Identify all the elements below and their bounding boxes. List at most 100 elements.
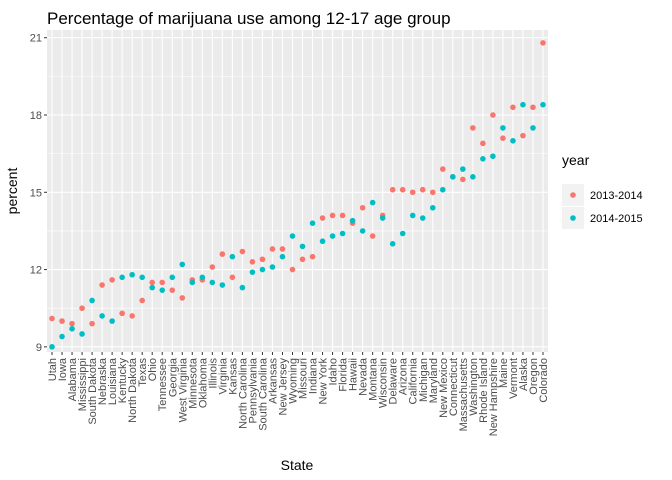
point-2014-2015-arkansas bbox=[269, 264, 276, 270]
x-tick-label-west-virginia: West Virginia bbox=[177, 357, 189, 422]
point-2013-2014-pennsylvania bbox=[249, 259, 256, 265]
x-tick-label-minnesota: Minnesota bbox=[187, 357, 199, 409]
y-tick-label: 21 bbox=[30, 33, 42, 45]
point-2013-2014-maryland bbox=[429, 189, 436, 196]
point-2014-2015-kentucky bbox=[119, 274, 125, 281]
point-2014-2015-louisiana bbox=[109, 318, 115, 324]
point-2013-2014-new-hampshire bbox=[490, 112, 496, 118]
point-2014-2015-mississippi bbox=[79, 331, 85, 337]
x-tick-label-california: California bbox=[408, 357, 420, 404]
x-tick-label-mississippi: Mississippi bbox=[77, 358, 89, 411]
x-tick-label-maryland: Maryland bbox=[428, 358, 440, 403]
x-axis-label: State bbox=[281, 457, 314, 473]
x-tick-label-tennessee: Tennessee bbox=[157, 358, 169, 411]
point-2013-2014-delaware bbox=[389, 186, 396, 193]
point-2013-2014-montana bbox=[369, 233, 376, 239]
x-tick-label-oregon: Oregon bbox=[528, 358, 540, 395]
grid-lines bbox=[47, 30, 548, 352]
x-tick-label-north-dakota: North Dakota bbox=[127, 357, 139, 423]
point-2013-2014-virginia bbox=[219, 251, 226, 257]
point-2014-2015-kansas bbox=[229, 253, 236, 260]
point-2014-2015-ohio bbox=[149, 284, 156, 291]
x-tick-label-alabama: Alabama bbox=[67, 357, 79, 401]
point-2014-2015-wisconsin bbox=[379, 215, 386, 221]
y-tick-label: 12 bbox=[30, 265, 42, 277]
point-2013-2014-new-york bbox=[319, 215, 326, 221]
point-2014-2015-georgia bbox=[169, 274, 176, 281]
point-2014-2015-indiana bbox=[309, 220, 316, 226]
point-2013-2014-missouri bbox=[299, 256, 306, 263]
data-points bbox=[49, 40, 546, 350]
point-2014-2015-minnesota bbox=[189, 279, 196, 286]
point-2013-2014-new-jersey bbox=[279, 246, 286, 252]
y-axis: 9 12 15 18 21 bbox=[30, 33, 47, 354]
point-2014-2015-new-hampshire bbox=[490, 153, 496, 160]
plot-panel bbox=[47, 30, 548, 352]
point-2013-2014-new-mexico bbox=[439, 166, 446, 172]
point-2014-2015-west-virginia bbox=[179, 261, 186, 268]
x-tick-label-virginia: Virginia bbox=[217, 357, 229, 394]
point-2014-2015-connecticut bbox=[450, 174, 456, 180]
point-2014-2015-alabama bbox=[69, 326, 75, 332]
point-2014-2015-texas bbox=[139, 274, 145, 281]
x-tick-label-new-jersey: New Jersey bbox=[277, 358, 289, 416]
point-2013-2014-kentucky bbox=[119, 310, 125, 317]
point-2014-2015-wyoming bbox=[289, 233, 296, 239]
point-2013-2014-california bbox=[409, 189, 416, 196]
legend-key-2013-2014 bbox=[570, 192, 576, 198]
point-2014-2015-utah bbox=[49, 344, 55, 350]
y-tick-label: 9 bbox=[36, 342, 42, 354]
point-2014-2015-rhode-island bbox=[480, 156, 486, 162]
point-2014-2015-florida bbox=[339, 230, 346, 237]
y-tick-label: 15 bbox=[30, 187, 42, 199]
x-tick-label-illinois: Illinois bbox=[207, 358, 219, 389]
x-tick-label-nebraska: Nebraska bbox=[97, 357, 109, 405]
x-tick-label-utah: Utah bbox=[47, 358, 59, 381]
x-tick-label-rhode-island: Rhode Island bbox=[478, 358, 490, 423]
x-tick-label-massachusetts: Massachusetts bbox=[458, 358, 470, 432]
point-2013-2014-oregon bbox=[530, 104, 536, 111]
point-2013-2014-rhode-island bbox=[480, 140, 486, 147]
x-tick-label-montana: Montana bbox=[368, 357, 380, 401]
point-2013-2014-alaska bbox=[520, 132, 526, 139]
point-2013-2014-mississippi bbox=[79, 305, 85, 312]
x-tick-label-south-dakota: South Dakota bbox=[87, 357, 99, 425]
x-tick-label-wyoming: Wyoming bbox=[287, 358, 299, 404]
point-2013-2014-tennessee bbox=[159, 279, 166, 286]
point-2013-2014-iowa bbox=[59, 318, 65, 324]
x-tick-label-washington: Washington bbox=[468, 358, 480, 416]
point-2013-2014-nevada bbox=[359, 204, 366, 211]
point-2014-2015-montana bbox=[369, 199, 376, 206]
legend-label-2013-2014: 2013-2014 bbox=[590, 190, 643, 202]
point-2013-2014-louisiana bbox=[109, 277, 115, 283]
point-2014-2015-colorado bbox=[540, 101, 546, 108]
point-2013-2014-michigan bbox=[419, 186, 426, 193]
x-tick-label-new-york: New York bbox=[318, 358, 330, 405]
point-2014-2015-south-dakota bbox=[89, 297, 95, 304]
x-tick-label-north-carolina: North Carolina bbox=[237, 357, 249, 429]
chart-title: Percentage of marijuana use among 12-17 … bbox=[47, 9, 451, 28]
point-2013-2014-texas bbox=[139, 297, 145, 304]
point-2014-2015-vermont bbox=[510, 137, 516, 144]
legend: year 2013-2014 2014-2015 bbox=[562, 152, 643, 229]
point-2014-2015-idaho bbox=[329, 233, 336, 239]
y-tick-label: 18 bbox=[30, 110, 42, 122]
point-2013-2014-idaho bbox=[329, 212, 336, 219]
x-tick-label-iowa: Iowa bbox=[57, 357, 69, 381]
point-2014-2015-maryland bbox=[429, 204, 436, 211]
x-tick-label-hawaii: Hawaii bbox=[348, 358, 360, 391]
x-tick-label-connecticut: Connecticut bbox=[448, 358, 460, 416]
x-tick-label-missouri: Missouri bbox=[298, 358, 310, 399]
point-2013-2014-colorado bbox=[540, 40, 546, 46]
point-2014-2015-north-carolina bbox=[239, 284, 246, 291]
point-2014-2015-delaware bbox=[389, 241, 396, 247]
point-2014-2015-washington bbox=[470, 174, 476, 180]
x-tick-label-new-hampshire: New Hampshire bbox=[488, 358, 500, 436]
point-2014-2015-north-dakota bbox=[129, 271, 135, 278]
x-tick-label-texas: Texas bbox=[137, 358, 149, 387]
point-2014-2015-massachusetts bbox=[460, 166, 466, 172]
point-2013-2014-wyoming bbox=[289, 266, 296, 273]
point-2014-2015-pennsylvania bbox=[249, 269, 256, 275]
x-tick-label-arizona: Arizona bbox=[398, 357, 410, 395]
